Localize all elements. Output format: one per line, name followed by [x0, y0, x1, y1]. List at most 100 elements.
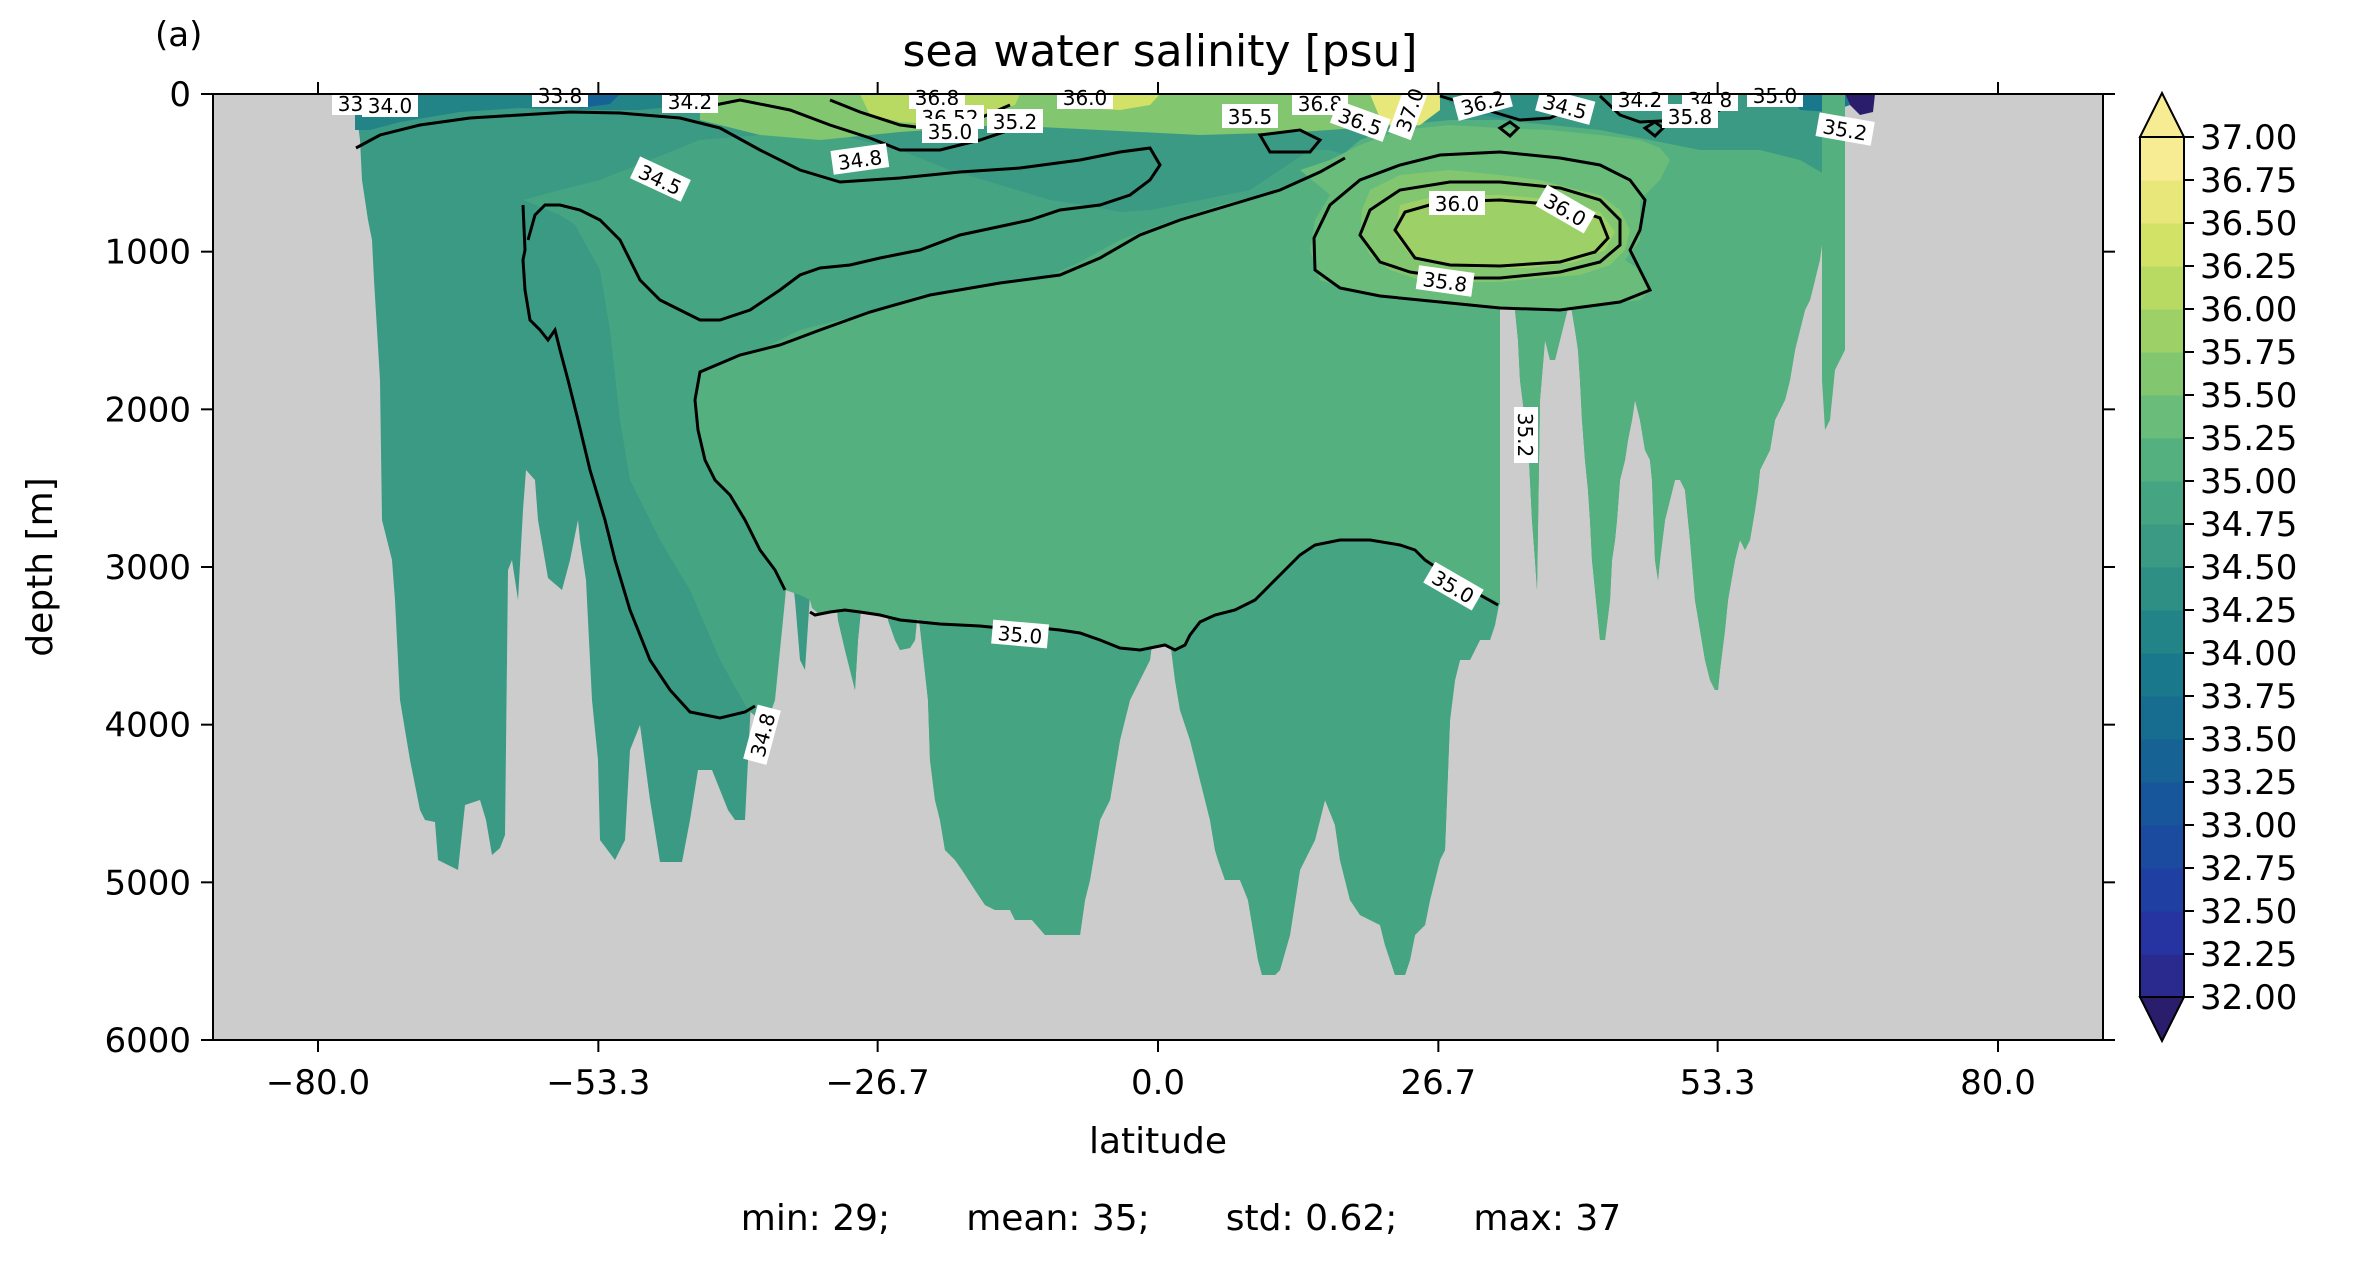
- contour-label-text: 36.0: [1435, 192, 1480, 216]
- y-tick-label: 4000: [104, 706, 191, 746]
- contour-label-bg: [1415, 265, 1475, 297]
- colorbar-segment: [2140, 825, 2184, 869]
- colorbar-segment: [2140, 137, 2184, 181]
- contour-label-bg: [922, 119, 978, 143]
- colorbar-segment: [2140, 524, 2184, 568]
- chart-title: sea water salinity [psu]: [902, 26, 1417, 77]
- colorbar-tick-label: 35.75: [2200, 333, 2297, 373]
- contour-label-text: 35.0: [928, 120, 973, 144]
- colorbar-segment: [2140, 782, 2184, 826]
- contour-label: 34.5: [1535, 87, 1596, 125]
- stat-min: min: 29;: [740, 1198, 891, 1239]
- surface-layer-southern-dark: [355, 94, 700, 130]
- colorbar-tick-label: 33.25: [2200, 763, 2297, 803]
- colorbar-tick-label: 35.25: [2200, 419, 2297, 459]
- contour-label-bg: [1329, 100, 1391, 142]
- colorbar-tick-label: 32.25: [2200, 935, 2297, 975]
- contour-label: 35.2: [987, 109, 1043, 134]
- stat-max: max: 37: [1473, 1198, 1622, 1239]
- colorbar-tick-label: 35.50: [2200, 376, 2297, 416]
- colorbar-segment: [2140, 309, 2184, 353]
- contour-label: 33.8: [532, 83, 588, 108]
- x-axis-label: latitude: [1089, 1121, 1227, 1162]
- contour-line-348-west: [355, 110, 1162, 322]
- contour-label: 35.0: [991, 619, 1050, 649]
- contour-label-bg: [1514, 407, 1538, 463]
- contour-label: 35.0: [922, 119, 978, 144]
- colorbar-tick-label: 34.50: [2200, 548, 2297, 588]
- contour-label: 36.0: [1057, 85, 1113, 110]
- colorbar-tick-label: 34.00: [2200, 634, 2297, 674]
- x-tick-label: −80.0: [266, 1063, 370, 1103]
- contour-label: 34.2: [662, 89, 718, 114]
- contour-label-text: 35.5: [1228, 105, 1273, 129]
- contour-label-text: 35.8: [1668, 105, 1713, 129]
- y-tick-label: 2000: [104, 390, 191, 430]
- colorbar-tick-label: 33.00: [2200, 806, 2297, 846]
- y-tick-label: 1000: [104, 233, 191, 273]
- contour-label-bg: [629, 156, 691, 202]
- colorbar-tick-label: 32.00: [2200, 978, 2297, 1018]
- contour-label-text: 35.2: [1513, 413, 1537, 458]
- colorbar-segment: [2140, 395, 2184, 439]
- colorbar-extend-max: [2138, 90, 2186, 138]
- colorbar-segment: [2140, 954, 2184, 998]
- x-tick-label: 0.0: [1131, 1063, 1185, 1103]
- contour-label-bg: [991, 619, 1050, 649]
- colorbar-tick-label: 32.75: [2200, 849, 2297, 889]
- y-tick-label: 3000: [104, 548, 191, 588]
- colorbar-segment: [2140, 868, 2184, 912]
- y-tick-labels: 0 1000 2000 3000 4000 5000 6000: [104, 75, 191, 1061]
- x-tick-label: −53.3: [546, 1063, 650, 1103]
- contour-line-352: [1312, 150, 1653, 312]
- contour-label-bg: [1535, 87, 1596, 125]
- contour-label-text: 34.2: [1618, 88, 1663, 112]
- contour-label: 35.0: [1747, 83, 1803, 108]
- contour-label-text: 35.2: [993, 110, 1038, 134]
- colorbar-tick-label: 34.75: [2200, 505, 2297, 545]
- colorbar-tick-label: 35.00: [2200, 462, 2297, 502]
- colorbar-tick-label: 36.50: [2200, 204, 2297, 244]
- y-tick-label: 0: [169, 75, 191, 115]
- ocean-north-column: [1822, 94, 1845, 430]
- stat-mean: mean: 35;: [966, 1198, 1150, 1239]
- contour-line-surface-1: [699, 98, 1011, 152]
- colorbar-segment: [2140, 266, 2184, 310]
- contour-label: 34.8: [830, 143, 890, 175]
- contour-label: 34.2: [1612, 87, 1668, 112]
- statistics-line: min: 29; mean: 35; std: 0.62; max: 37: [0, 1198, 2362, 1258]
- contour-label-bg: [362, 93, 418, 117]
- contour-label-text: 34.0: [368, 94, 413, 118]
- contour-label-bg: [1222, 104, 1278, 128]
- x-tick-label: 53.3: [1680, 1063, 1756, 1103]
- contour-label-bg: [743, 704, 781, 765]
- x-tick-label: 80.0: [1960, 1063, 2036, 1103]
- colorbar-segment: [2140, 696, 2184, 740]
- contour-label-bg: [1429, 191, 1485, 215]
- x-tick-label: −26.7: [826, 1063, 930, 1103]
- contour-label-bg: [987, 109, 1043, 133]
- contour-label: 36.0: [1429, 191, 1485, 216]
- contour-label-bg: [1452, 83, 1513, 121]
- stat-std: std: 0.62;: [1225, 1198, 1398, 1239]
- contour-line-subpolar-loop: [1257, 128, 1323, 154]
- contour-line-north-loop: [1497, 120, 1521, 139]
- contour-label-bg: [1815, 112, 1875, 146]
- colorbar-segment: [2140, 911, 2184, 955]
- contour-label-bg: [1057, 85, 1113, 109]
- colorbar-segment: [2140, 653, 2184, 697]
- colorbar-tick-label: 36.00: [2200, 290, 2297, 330]
- contour-label: 35.2: [1513, 407, 1538, 463]
- surface-layer-arctic: [1845, 94, 1875, 115]
- colorbar-tick-label: 33.75: [2200, 677, 2297, 717]
- colorbar-segment: [2140, 352, 2184, 396]
- axis-ticks: [201, 82, 2115, 1052]
- colorbar-segment: [2140, 610, 2184, 654]
- colorbar-labels: 32.0032.2532.5032.7533.0033.2533.5033.75…: [2200, 118, 2297, 1018]
- contour-label-text: 35.0: [997, 621, 1043, 649]
- colorbar-tick-label: 36.25: [2200, 247, 2297, 287]
- y-tick-label: 5000: [104, 863, 191, 903]
- contour-label: 35.5: [1222, 104, 1278, 129]
